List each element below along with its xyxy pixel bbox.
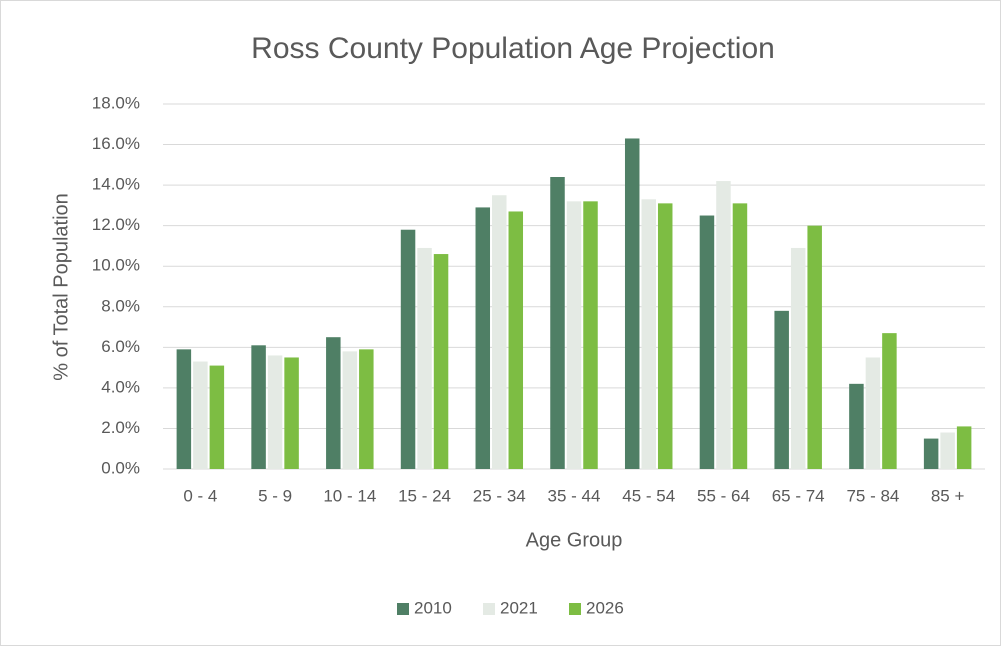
bar bbox=[956, 426, 972, 469]
y-tick-label: 14.0% bbox=[92, 175, 140, 194]
bar bbox=[583, 201, 598, 470]
y-axis-label: % of Total Population bbox=[50, 193, 72, 381]
y-tick-label: 18.0% bbox=[92, 93, 140, 112]
x-axis-label: Age Group bbox=[526, 529, 623, 551]
x-tick-label: 45 - 54 bbox=[622, 486, 675, 505]
x-tick-label: 10 - 14 bbox=[323, 486, 376, 505]
bar bbox=[433, 254, 449, 469]
y-tick-label: 12.0% bbox=[92, 215, 140, 234]
x-tick-label: 5 - 9 bbox=[258, 486, 292, 505]
y-tick-label: 10.0% bbox=[92, 256, 140, 275]
bar bbox=[492, 195, 507, 469]
bar bbox=[400, 229, 416, 469]
legend-swatch bbox=[483, 603, 495, 615]
legend-label: 2026 bbox=[586, 598, 624, 617]
bar bbox=[716, 181, 731, 470]
x-tick-label: 85 + bbox=[931, 486, 965, 505]
y-tick-label: 2.0% bbox=[101, 418, 140, 437]
bar bbox=[251, 345, 266, 469]
bar bbox=[326, 337, 341, 469]
bar bbox=[732, 203, 748, 469]
bar bbox=[849, 383, 864, 469]
bar bbox=[342, 351, 358, 469]
y-tick-label: 0.0% bbox=[101, 458, 140, 477]
bar bbox=[865, 357, 881, 469]
legend-label: 2021 bbox=[500, 598, 538, 617]
bar bbox=[940, 432, 955, 469]
legend-swatch bbox=[397, 603, 409, 615]
bar bbox=[641, 199, 656, 470]
bar bbox=[508, 211, 524, 469]
bar bbox=[923, 438, 939, 469]
x-tick-label: 25 - 34 bbox=[473, 486, 526, 505]
bar bbox=[176, 349, 192, 469]
legend-swatch bbox=[569, 603, 581, 615]
legend-label: 2010 bbox=[414, 598, 452, 617]
bar bbox=[882, 333, 897, 469]
bar bbox=[699, 215, 715, 469]
bar bbox=[359, 349, 374, 469]
chart-title: Ross County Population Age Projection bbox=[251, 32, 775, 65]
x-tick-label: 75 - 84 bbox=[846, 486, 899, 505]
y-tick-label: 8.0% bbox=[101, 296, 140, 315]
bar bbox=[193, 361, 208, 469]
x-tick-label: 65 - 74 bbox=[772, 486, 825, 505]
bar bbox=[550, 177, 565, 469]
bar bbox=[566, 201, 582, 470]
x-tick-label: 0 - 4 bbox=[183, 486, 217, 505]
y-tick-label: 4.0% bbox=[101, 377, 140, 396]
x-tick-label: 35 - 44 bbox=[548, 486, 601, 505]
bar bbox=[267, 355, 283, 469]
y-tick-label: 16.0% bbox=[92, 134, 140, 153]
bar bbox=[417, 247, 432, 469]
x-tick-label: 15 - 24 bbox=[398, 486, 451, 505]
bar bbox=[624, 138, 640, 469]
x-tick-label: 55 - 64 bbox=[697, 486, 750, 505]
bar bbox=[209, 365, 225, 469]
bar bbox=[790, 247, 806, 469]
bar bbox=[807, 225, 822, 469]
y-tick-label: 6.0% bbox=[101, 337, 140, 356]
bar bbox=[657, 203, 673, 469]
bar bbox=[284, 357, 299, 469]
bar bbox=[475, 207, 491, 469]
bar bbox=[774, 310, 789, 469]
